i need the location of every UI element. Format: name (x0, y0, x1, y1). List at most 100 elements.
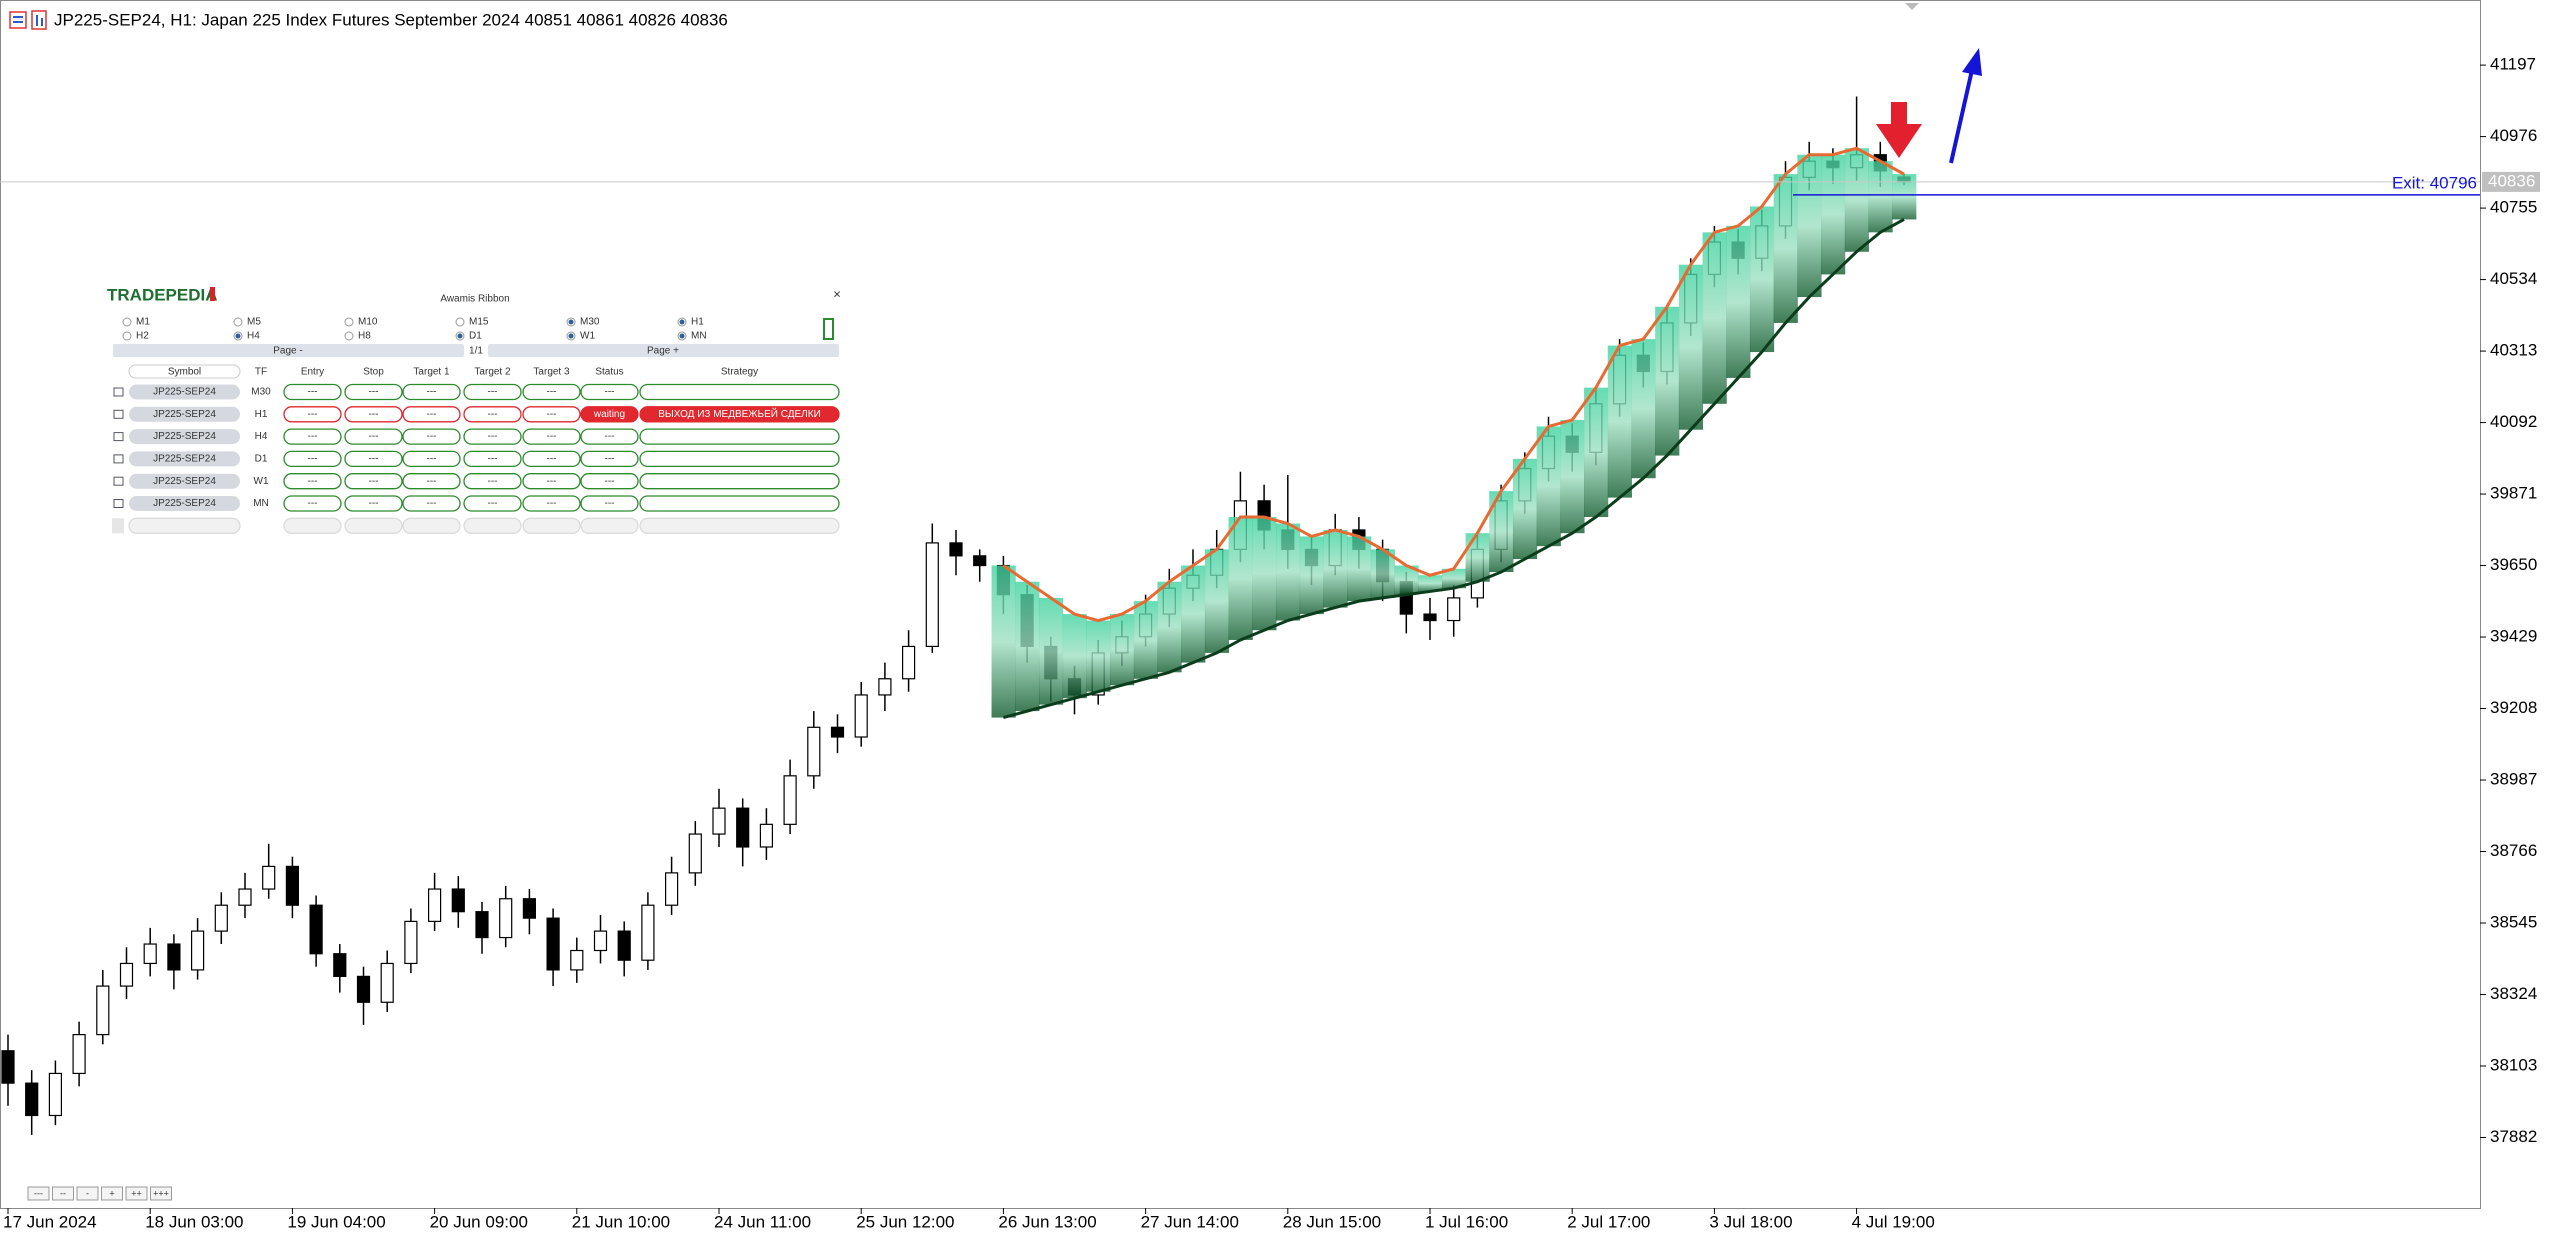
cell-pill (463, 495, 522, 512)
zoom-button[interactable] (52, 1186, 74, 1201)
cell-pill (344, 406, 403, 423)
candle-body (428, 888, 442, 922)
candle-body (475, 911, 489, 939)
row-icon[interactable] (113, 454, 124, 464)
cell-text: --- (488, 431, 498, 442)
ribbon-band (1133, 601, 1158, 679)
ribbon-band (1204, 549, 1230, 653)
cell-text: --- (427, 476, 437, 487)
header-cell: TF (255, 367, 267, 378)
cell-text: --- (488, 476, 498, 487)
cell-text: --- (308, 498, 318, 509)
y-tick-label: 38324 (2490, 984, 2537, 1003)
row-icon[interactable] (113, 432, 124, 442)
cell-pill (580, 450, 639, 468)
cell-text: JP225-SEP24 (153, 498, 216, 509)
cell-pill (463, 406, 522, 423)
radio[interactable] (455, 317, 465, 327)
candle-body (973, 555, 987, 567)
y-tick-label: 38545 (2490, 912, 2537, 931)
cell-text: waiting (593, 409, 625, 420)
cell-text: --- (308, 387, 318, 398)
ribbon-band (1015, 581, 1040, 712)
x-tick-label: 19 Jun 04:00 (287, 1212, 385, 1231)
radio[interactable] (233, 317, 243, 327)
down-arrow-head (1876, 124, 1922, 158)
radio-label: M1 (136, 317, 150, 328)
cell-text: --- (488, 409, 498, 420)
radio[interactable] (344, 331, 354, 341)
radio-label: H8 (358, 331, 371, 342)
zoom-button[interactable] (101, 1186, 123, 1201)
cell-text: --- (605, 498, 615, 509)
cell-text: ВЫХОД ИЗ МЕДВЕЖЬЕЙ СДЕЛКИ (658, 407, 821, 420)
header-cell: Entry (301, 367, 324, 378)
ribbon-band (1844, 148, 1869, 252)
ribbon-band (1370, 549, 1395, 598)
cell-pill (344, 517, 403, 534)
candle-body (238, 888, 252, 906)
candle-body (736, 807, 750, 848)
x-tick-label: 3 Jul 18:00 (1709, 1212, 1792, 1231)
row-icon[interactable] (113, 476, 124, 486)
cell-pill (344, 450, 403, 468)
zoom-button[interactable] (150, 1186, 172, 1201)
zoom-button[interactable] (76, 1186, 99, 1201)
ribbon-band (1062, 614, 1087, 699)
x-tick-label: 28 Jun 15:00 (1283, 1212, 1381, 1231)
cell-text: H1 (255, 409, 268, 420)
cell-text: --- (547, 387, 557, 398)
cell-pill (283, 495, 342, 512)
row-icon[interactable] (113, 409, 124, 419)
up-arrow-head (1962, 48, 1982, 76)
cell-pill (580, 406, 639, 423)
zoom-button[interactable] (27, 1186, 50, 1201)
cell-pill (129, 429, 240, 445)
page-prev-button[interactable] (113, 344, 464, 357)
cell-pill (283, 517, 342, 534)
chart-icon[interactable] (31, 10, 47, 30)
cell-pill (580, 473, 639, 490)
cell-pill (639, 428, 840, 445)
ribbon-band (1584, 387, 1609, 518)
candle-body (712, 807, 726, 835)
y-tick-label: 39429 (2490, 627, 2537, 646)
ribbon-band (1275, 523, 1301, 621)
candle-body (949, 542, 963, 557)
cell-pill (522, 495, 581, 512)
exit-label: Exit: 40796 (2392, 173, 2477, 192)
ribbon-band (1868, 161, 1893, 233)
cell-text: JP225-SEP24 (153, 454, 216, 465)
menu-icon[interactable] (9, 11, 27, 29)
header-cell: Stop (363, 367, 384, 378)
candle-body (664, 872, 679, 906)
cell-text: JP225-SEP24 (153, 387, 216, 398)
ribbon-band (1441, 568, 1467, 589)
cell-pill (463, 428, 522, 445)
page-next-button[interactable] (488, 344, 839, 357)
cell-pill (283, 428, 342, 445)
ribbon-band (1726, 225, 1751, 378)
candle-body (451, 888, 465, 913)
ribbon-band (1821, 154, 1846, 275)
candle-body (309, 904, 323, 955)
ribbon-band (991, 565, 1016, 718)
cell-text: JP225-SEP24 (153, 476, 216, 487)
radio[interactable] (122, 317, 132, 327)
cell-text: --- (605, 431, 615, 442)
radio[interactable] (344, 317, 354, 327)
cell-text: --- (605, 454, 615, 465)
ribbon-band (1465, 533, 1490, 582)
zoom-button[interactable] (125, 1186, 148, 1201)
y-tick-label: 40092 (2490, 412, 2537, 431)
candle-body (1423, 613, 1437, 622)
row-icon[interactable] (113, 387, 124, 397)
radio-dot (235, 333, 241, 339)
ribbon-band (1299, 536, 1324, 615)
close-button[interactable]: × (833, 286, 841, 301)
ribbon-band (1086, 620, 1111, 692)
radio[interactable] (122, 331, 132, 341)
cell-text: --- (427, 431, 437, 442)
radio-label: D1 (469, 331, 482, 342)
row-icon[interactable] (113, 499, 124, 508)
